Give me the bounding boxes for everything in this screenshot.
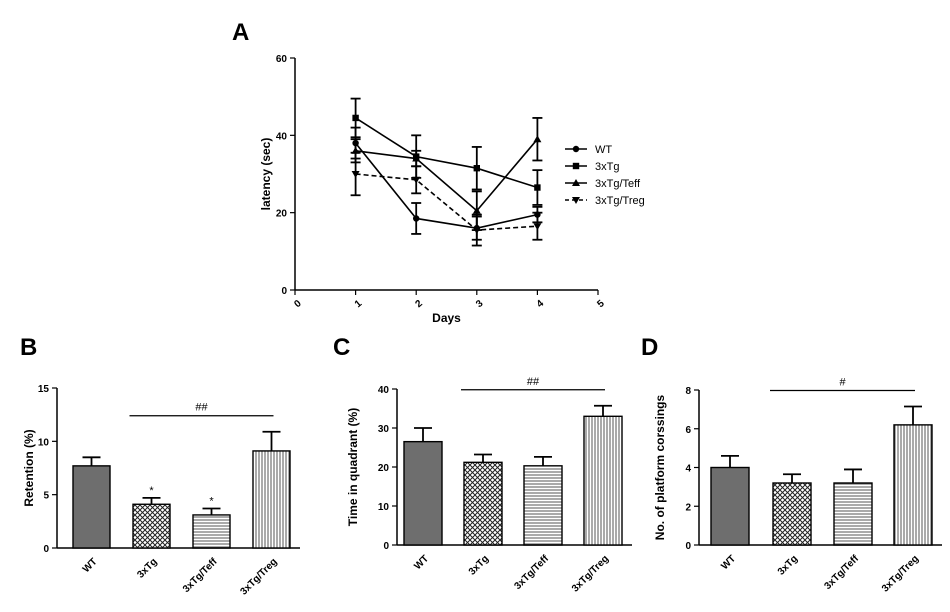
c-y-tick-label: 30 <box>378 424 390 435</box>
d-y-tick-label: 2 <box>685 502 691 513</box>
a-x-tick-label: 2 <box>413 298 425 310</box>
c-bar <box>464 462 502 545</box>
b-x-tick-label: WT <box>81 556 100 575</box>
a-legend-label: 3xTg/Teff <box>595 178 641 190</box>
d-y-tick-label: 0 <box>685 541 691 552</box>
b-bar <box>133 504 170 548</box>
panel-d-letter: D <box>641 334 658 361</box>
a-data-point <box>534 184 540 190</box>
a-y-tick-label: 20 <box>276 209 288 220</box>
c-bar <box>584 416 622 545</box>
d-y-tick-label: 8 <box>685 386 691 397</box>
d-bar <box>894 425 932 545</box>
d-x-tick-label: WT <box>719 553 738 572</box>
a-legend-label: 3xTg/Treg <box>595 195 645 207</box>
panel-c-letter: C <box>333 334 350 361</box>
d-y-tick-label: 4 <box>685 464 691 475</box>
a-series-line <box>356 174 538 230</box>
b-x-tick-label: 3xTg/Teff <box>181 556 220 595</box>
a-legend-marker <box>573 163 579 169</box>
a-legend-label: WT <box>595 144 612 156</box>
b-significance-star: * <box>209 496 214 508</box>
a-x-tick-label: 4 <box>535 298 547 310</box>
d-bar <box>834 483 872 545</box>
a-x-tick-label: 0 <box>292 298 304 310</box>
a-y-axis-title: latency (sec) <box>259 138 273 211</box>
b-y-tick-label: 15 <box>38 384 50 395</box>
c-y-tick-label: 0 <box>383 541 389 552</box>
c-x-tick-label: 3xTg/Teff <box>512 553 551 592</box>
b-bar <box>73 466 110 548</box>
panel-b-chart: B 0 5 10 15 Retention (%) WT * 3xTg * 3xTg/Teff 3x… <box>20 334 300 598</box>
b-x-tick-label: 3xTg <box>135 556 159 580</box>
d-y-tick-label: 6 <box>685 425 691 436</box>
b-x-tick-label: 3xTg/Treg <box>238 556 279 597</box>
a-y-tick-label: 40 <box>276 131 288 142</box>
d-x-tick-label: 3xTg <box>776 553 800 577</box>
b-bar <box>253 451 290 548</box>
c-bar <box>404 442 442 545</box>
panel-d-chart: D 0 2 4 6 8 No. of platform corssings WT 3xTg 3x… <box>641 334 942 595</box>
a-data-point <box>533 135 541 142</box>
a-x-tick-label: 1 <box>353 298 365 310</box>
a-y-tick-label: 0 <box>281 286 287 297</box>
d-y-axis-title: No. of platform corssings <box>653 395 667 541</box>
b-bar <box>193 515 230 548</box>
b-y-tick-label: 5 <box>43 491 49 502</box>
a-legend-marker <box>573 146 579 152</box>
a-data-point <box>533 223 541 230</box>
a-x-tick-label: 5 <box>595 298 607 310</box>
a-x-axis-title: Days <box>432 311 461 325</box>
d-bar <box>773 483 811 545</box>
c-x-tick-label: 3xTg <box>467 553 491 577</box>
a-y-tick-label: 60 <box>276 54 288 65</box>
c-y-tick-label: 20 <box>378 463 390 474</box>
panel-c-chart: C 0 10 20 30 40 Time in quadrant (%) WT 3xTg 3xT… <box>333 334 632 595</box>
d-x-tick-label: 3xTg/Teff <box>822 553 861 592</box>
c-significance-label: ## <box>527 376 540 388</box>
b-y-tick-label: 10 <box>38 437 50 448</box>
d-x-tick-label: 3xTg/Treg <box>880 553 921 594</box>
c-y-tick-label: 40 <box>378 385 390 396</box>
c-bar <box>524 466 562 545</box>
panel-a-letter: A <box>232 19 249 46</box>
b-y-tick-label: 0 <box>43 544 49 555</box>
c-y-axis-title: Time in quadrant (%) <box>346 408 360 526</box>
c-x-tick-label: 3xTg/Treg <box>570 553 611 594</box>
b-y-axis-title: Retention (%) <box>22 429 36 506</box>
a-series-line <box>356 139 538 211</box>
b-significance-label: ## <box>195 402 208 414</box>
b-significance-star: * <box>149 485 154 497</box>
a-data-point <box>352 115 358 121</box>
a-data-point <box>474 165 480 171</box>
panel-b-letter: B <box>20 334 37 361</box>
d-bar <box>711 468 749 546</box>
panel-a-chart: A 0 20 40 60 0 1 2 3 4 5 Days latency (sec) WT 3xTg 3x… <box>232 19 645 325</box>
a-x-tick-label: 3 <box>474 298 486 310</box>
c-x-tick-label: WT <box>412 553 431 572</box>
d-significance-label: # <box>839 376 846 388</box>
a-data-point <box>413 215 419 221</box>
c-y-tick-label: 10 <box>378 502 390 513</box>
a-legend-label: 3xTg <box>595 161 619 173</box>
figure: A 0204060012345Dayslatency (sec)WT3xTg3x… <box>0 0 950 612</box>
